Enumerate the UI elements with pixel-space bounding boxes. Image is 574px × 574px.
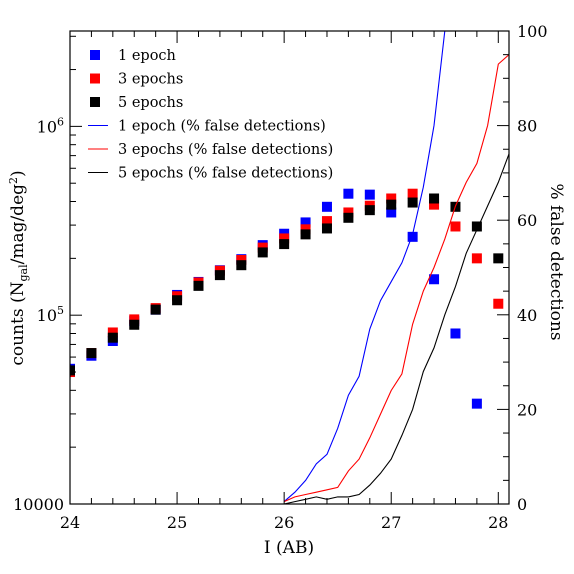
legend-label: 3 epochs (% false detections) — [118, 142, 333, 158]
x-tick-label: 27 — [381, 513, 401, 532]
legend-label: 1 epoch — [118, 48, 176, 64]
x-tick-label: 26 — [274, 513, 294, 532]
y-left-tick-label: 10000 — [13, 495, 64, 514]
data-point — [279, 239, 290, 250]
y-left-tick-label: 105 — [37, 304, 64, 325]
data-point — [471, 398, 482, 409]
y-right-axis: 0 20 40 60 80 100 — [497, 22, 548, 514]
y-left-tick-label: 106 — [37, 115, 64, 136]
legend-label: 3 epochs — [118, 72, 183, 88]
data-point — [257, 247, 268, 258]
y-left-title-sub: gal — [17, 264, 30, 282]
series-line — [283, 153, 509, 504]
series-line — [283, 31, 446, 503]
data-point — [150, 304, 161, 315]
data-point — [321, 216, 332, 227]
y-right-tick-label: 20 — [517, 400, 537, 419]
data-point — [493, 253, 504, 264]
data-point — [386, 199, 397, 210]
data-point — [343, 212, 354, 223]
x-axis-title: I (AB) — [264, 538, 314, 558]
data-point — [343, 207, 354, 218]
y-left-axis: 10000 105 106 — [13, 35, 82, 514]
y-left-axis-title: counts (Ngal/mag/deg2) — [7, 170, 30, 365]
data-point — [193, 280, 204, 291]
data-point — [429, 274, 440, 285]
data-point — [300, 217, 311, 228]
data-point — [107, 332, 118, 343]
y-right-tick-label: 0 — [517, 495, 527, 514]
y-left-title-close: ) — [8, 170, 28, 177]
x-tick-label: 25 — [167, 513, 187, 532]
x-tick-label: 28 — [488, 513, 508, 532]
data-point — [321, 201, 332, 212]
data-point — [493, 298, 504, 309]
data-point — [172, 295, 183, 306]
data-point — [343, 188, 354, 199]
data-point — [321, 223, 332, 234]
data-point — [364, 189, 375, 200]
series-layer — [70, 31, 509, 504]
data-point — [407, 188, 418, 199]
y-right-axis-title: % false detections — [546, 183, 566, 340]
y-left-title-main: counts (N — [8, 281, 28, 365]
data-point — [279, 233, 290, 244]
legend-label: 5 epochs — [118, 95, 183, 111]
data-point — [471, 253, 482, 264]
y-left-title-tail: /mag/deg — [8, 184, 28, 265]
data-point — [450, 328, 461, 339]
data-point — [450, 221, 461, 232]
legend-square-swatch — [90, 73, 100, 84]
legend-square-swatch — [90, 97, 100, 107]
legend-square-swatch — [90, 50, 100, 60]
data-point — [364, 205, 375, 216]
data-point — [429, 193, 440, 204]
data-point — [386, 193, 397, 204]
y-right-tick-label: 100 — [517, 22, 548, 41]
data-point — [86, 348, 97, 359]
data-point — [70, 365, 75, 376]
data-point — [236, 255, 247, 266]
data-point — [300, 229, 311, 240]
y-right-tick-label: 80 — [517, 117, 537, 136]
data-point — [107, 327, 118, 338]
data-point — [129, 319, 140, 330]
data-point — [471, 221, 482, 232]
series-line — [283, 54, 509, 503]
y-left-title-sup: 2 — [7, 177, 20, 184]
data-point — [214, 270, 225, 281]
data-point — [129, 314, 140, 325]
legend-label: 5 epochs (% false detections) — [118, 166, 333, 182]
data-point — [386, 207, 397, 218]
data-point — [429, 199, 440, 210]
x-tick-label: 24 — [60, 513, 80, 532]
x-axis: 24 25 26 27 28 — [60, 31, 508, 532]
data-point — [300, 224, 311, 235]
data-point — [407, 231, 418, 242]
legend-label: 1 epoch (% false detections) — [118, 119, 326, 135]
data-point — [236, 260, 247, 271]
y-right-tick-label: 40 — [517, 306, 537, 325]
y-right-tick-label: 60 — [517, 211, 537, 230]
data-point — [407, 197, 418, 208]
legend: 1 epoch 3 epochs 5 epochs 1 epoch (% false … — [88, 48, 333, 182]
